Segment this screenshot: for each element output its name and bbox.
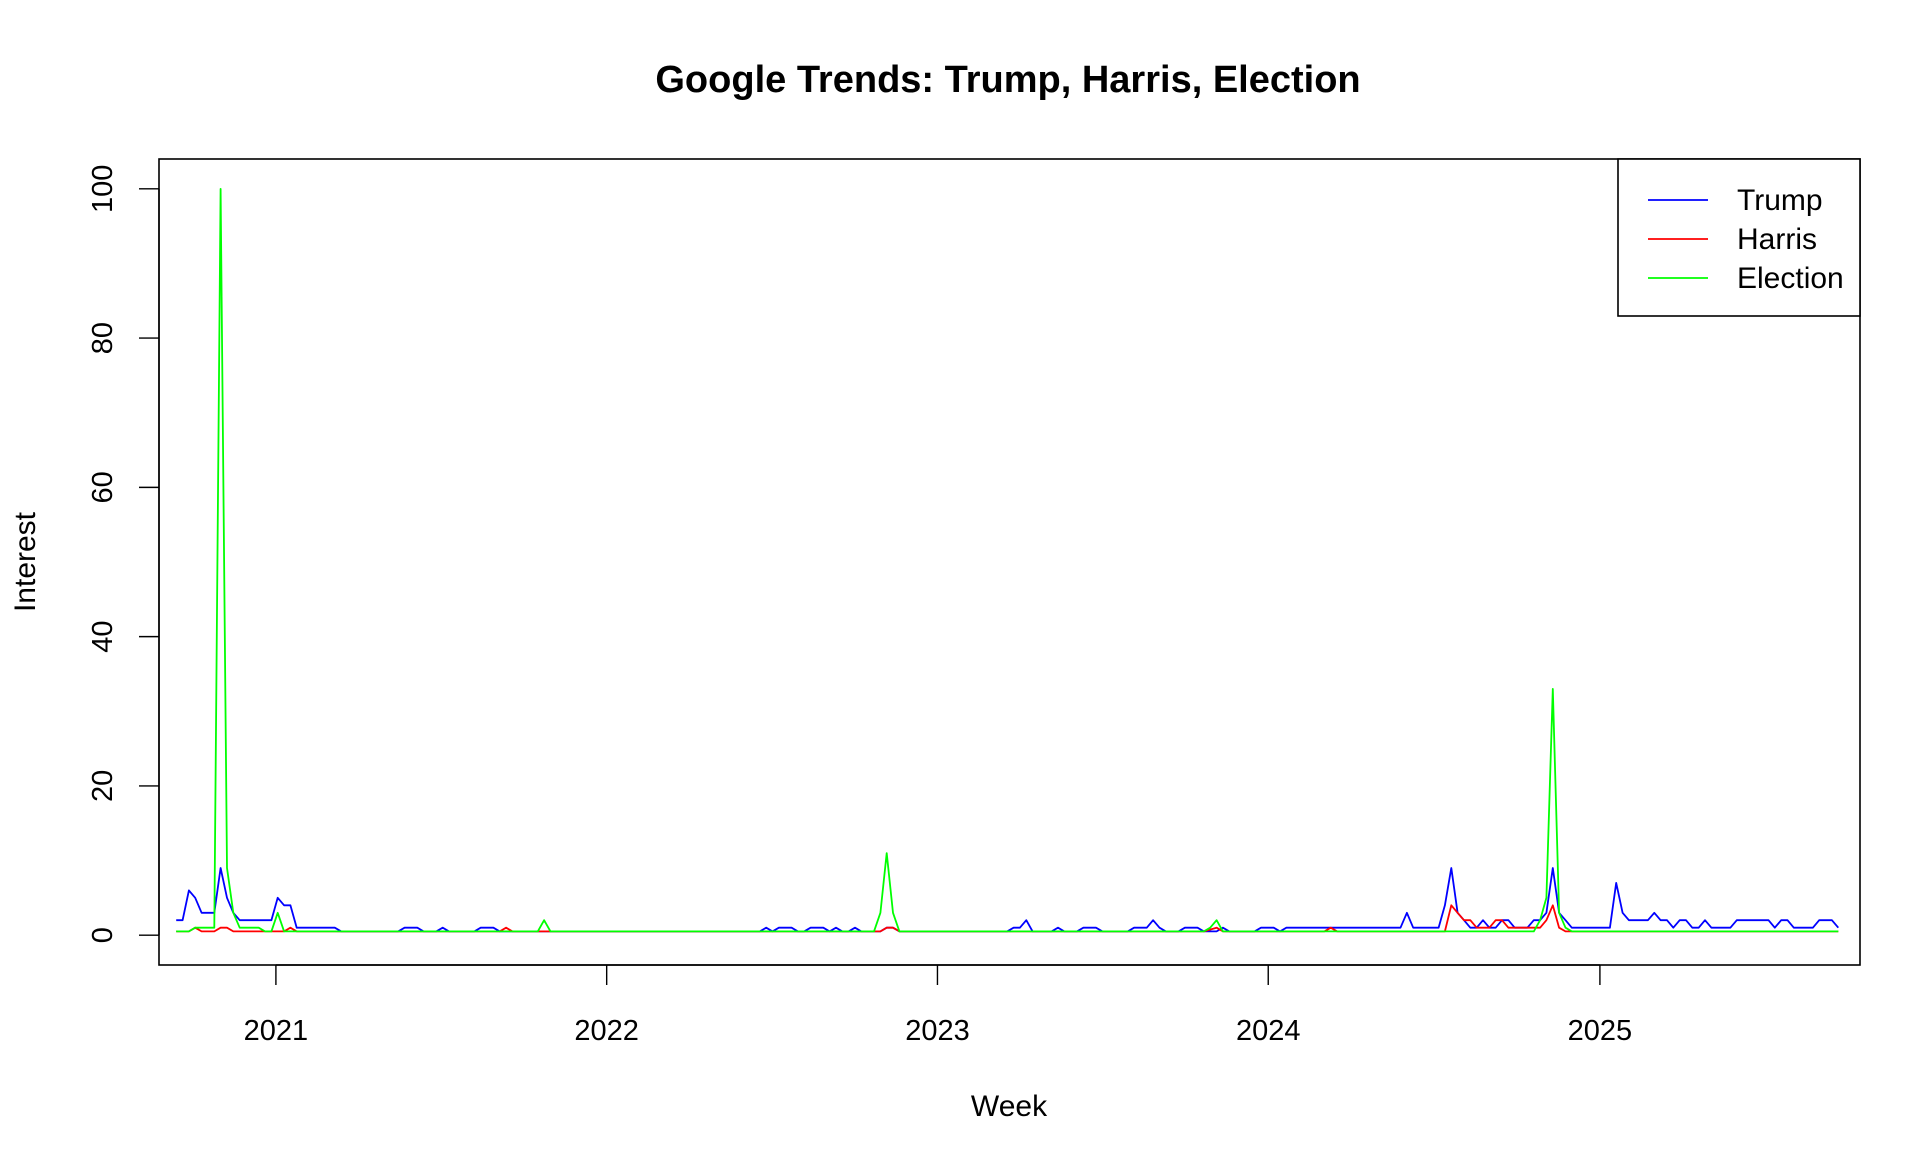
y-tick-label: 100 <box>87 165 119 213</box>
legend-box <box>1617 158 1861 317</box>
x-tick-label: 2022 <box>574 1015 639 1047</box>
x-tick-label: 2021 <box>244 1015 309 1047</box>
x-axis-label: Week <box>971 1090 1048 1123</box>
x-axis: 2021 2022 2023 2024 2025 <box>244 964 1633 1047</box>
y-tick-label: 80 <box>87 322 119 354</box>
legend: Trump Harris Election <box>1617 158 1861 317</box>
series-layer <box>176 187 1839 933</box>
y-tick-label: 40 <box>87 620 119 652</box>
legend-label-trump: Trump <box>1737 184 1823 217</box>
y-axis: 0 20 40 60 80 100 <box>87 165 160 943</box>
y-axis-label: Interest <box>9 511 42 612</box>
plot-frame <box>158 158 1861 966</box>
x-tick-label: 2024 <box>1236 1015 1301 1047</box>
legend-label-harris: Harris <box>1737 223 1817 256</box>
series-line-trump <box>176 867 1839 933</box>
legend-label-election: Election <box>1737 262 1844 295</box>
x-tick-label: 2023 <box>905 1015 970 1047</box>
chart-title: Google Trends: Trump, Harris, Election <box>655 59 1360 101</box>
y-tick-label: 60 <box>87 471 119 503</box>
x-tick-label: 2025 <box>1568 1015 1633 1047</box>
series-line-election <box>176 187 1839 933</box>
y-tick-label: 20 <box>87 770 119 802</box>
y-tick-label: 0 <box>87 927 119 943</box>
series-line-harris <box>176 904 1839 933</box>
